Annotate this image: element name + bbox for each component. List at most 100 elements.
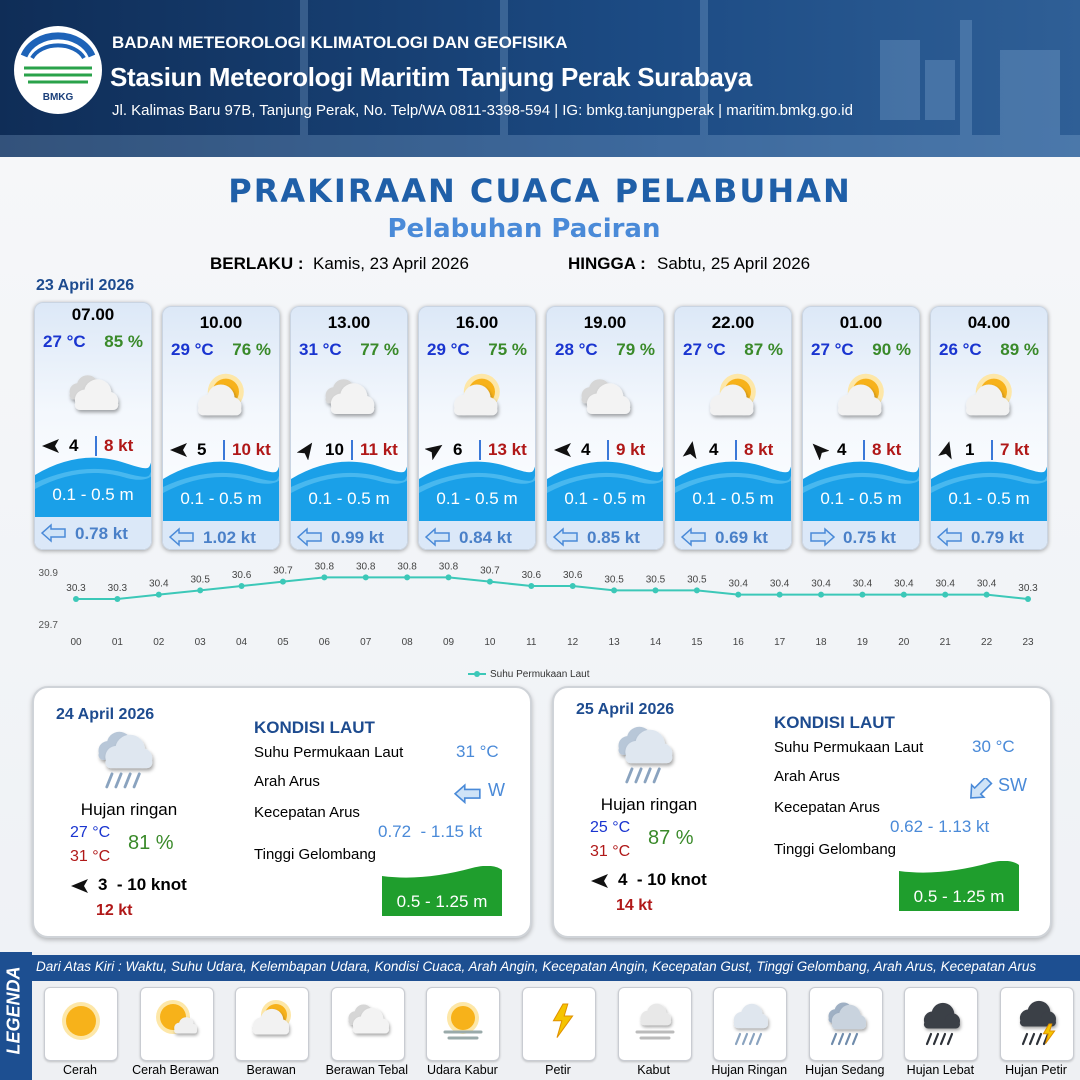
weather-icon xyxy=(443,1002,483,1040)
valid-to-label: HINGGA : xyxy=(568,254,646,273)
cloud-part-part xyxy=(105,757,153,769)
wind-arrow xyxy=(42,439,59,453)
x-tick-label: 19 xyxy=(857,637,869,648)
cloud-part-part xyxy=(330,403,375,415)
cloud-part xyxy=(831,1004,866,1030)
legend-icon-box xyxy=(904,987,979,1061)
legend-marker xyxy=(474,671,480,677)
current-speed: 0.85 kt xyxy=(587,528,640,547)
gust: 11 kt xyxy=(351,440,398,460)
sst-point xyxy=(776,591,783,598)
sst-point xyxy=(652,587,659,594)
data-label: 30.8 xyxy=(397,561,417,572)
current-row: 0.69 kt xyxy=(675,521,791,549)
x-tick-label: 11 xyxy=(526,637,537,648)
rain xyxy=(735,1032,763,1046)
x-tick-label: 23 xyxy=(1022,637,1034,648)
wave-graphic xyxy=(291,461,407,521)
wind-arrow-part xyxy=(682,441,697,460)
humidity: 85 % xyxy=(104,332,143,351)
legend-item-label: Cerah xyxy=(62,1063,98,1077)
sst: 31 °C xyxy=(456,742,499,761)
logo-text: BMKG xyxy=(43,92,74,103)
sst-label: Suhu Permukaan Laut xyxy=(774,739,924,756)
wave-graphic xyxy=(899,861,1019,911)
cloud xyxy=(352,1007,389,1034)
rain xyxy=(830,1032,858,1046)
weather-icon xyxy=(924,1002,961,1046)
current-arrow-part xyxy=(553,527,578,547)
wave-height: 0.5 - 1.25 m xyxy=(396,892,488,911)
data-label: 30.4 xyxy=(853,579,873,590)
cloud xyxy=(733,1003,769,1029)
x-tick-label: 21 xyxy=(940,637,952,648)
rain-part-part xyxy=(114,772,123,789)
wave-graphic-part xyxy=(382,866,502,916)
weather-icon xyxy=(98,731,153,789)
weather-icon xyxy=(253,1000,292,1035)
sst-point xyxy=(983,591,990,598)
current-arrow xyxy=(937,527,962,547)
sst-point xyxy=(569,583,576,589)
rain-part-part xyxy=(837,1032,844,1046)
x-tick-label: 15 xyxy=(691,637,703,648)
wave-graphic-part xyxy=(35,468,151,489)
gust: 8 kt xyxy=(735,440,773,460)
weather-icon xyxy=(635,1003,675,1040)
current-arrow-part xyxy=(970,778,993,799)
haze xyxy=(635,1030,675,1040)
haze xyxy=(443,1030,483,1040)
weather-icon xyxy=(828,1002,866,1046)
sst-point xyxy=(279,578,286,585)
day-date: 25 April 2026 xyxy=(576,701,675,718)
cloud-part-part xyxy=(198,405,242,416)
weather-icon xyxy=(1019,1000,1056,1046)
temp-max: 31 °C xyxy=(590,843,631,860)
data-label: 30.4 xyxy=(977,579,997,590)
time: 16.00 xyxy=(455,313,499,332)
cloud-part-part xyxy=(352,1025,389,1034)
wind-speed: 4 xyxy=(837,440,847,459)
cloud-part xyxy=(105,734,153,769)
legend-item-label: Petir xyxy=(545,1063,571,1077)
cloud-part xyxy=(924,1002,961,1029)
condition: Hujan ringan xyxy=(600,795,698,814)
forecast-card: 13.00 31 °C 77 % 10 11 kt 0.1 - 0.5 m 0.99 kt xyxy=(290,306,408,550)
rain-part xyxy=(625,767,661,784)
current-arrow xyxy=(810,527,835,547)
cloud-part-part xyxy=(173,1028,197,1034)
sst-point xyxy=(486,578,493,585)
humidity: 87 % xyxy=(744,340,783,359)
current-speed: 0.78 kt xyxy=(75,524,128,543)
current-row: 1.02 kt xyxy=(163,521,279,549)
wave-label: Tinggi Gelombang xyxy=(254,846,377,863)
current-row: 0.78 kt xyxy=(35,517,151,549)
cloud-part xyxy=(352,1007,389,1034)
wind-arrow-part xyxy=(425,444,443,460)
port-scenery-part xyxy=(700,0,708,157)
wave-graphic xyxy=(547,461,663,521)
wind-arrow xyxy=(682,441,697,460)
sea-heading: KONDISI LAUT xyxy=(254,718,375,737)
time: 04.00 xyxy=(967,313,1011,332)
cloud xyxy=(625,729,673,764)
x-tick-label: 06 xyxy=(319,637,331,648)
sun-part xyxy=(66,1006,96,1036)
x-tick-label: 12 xyxy=(567,637,579,648)
cloud xyxy=(253,1008,290,1035)
y-tick-label: 30.9 xyxy=(39,568,59,579)
cloud xyxy=(966,384,1010,416)
day-panel: 25 April 2026 Hujan ringan 25 °C 31 °C 87 % 4… xyxy=(552,686,1052,938)
rain-part-part xyxy=(756,1032,763,1046)
day-date: 23 April 2026 xyxy=(36,277,135,294)
current-speed: 0.62 - 1.13 kt xyxy=(890,817,990,836)
forecast-card: 04.00 26 °C 89 % 1 7 kt 0.1 - 0.5 m 0.79 kt xyxy=(930,306,1048,550)
rain-part-part xyxy=(735,1032,742,1046)
wave-height: 0.1 - 0.5 m xyxy=(564,489,646,508)
current-arrow-part xyxy=(425,527,450,547)
legend-icon-box xyxy=(139,987,214,1061)
wave-graphic-part xyxy=(419,472,535,493)
wave-graphic xyxy=(931,461,1047,521)
subtitle: Pelabuhan Paciran xyxy=(387,214,661,244)
